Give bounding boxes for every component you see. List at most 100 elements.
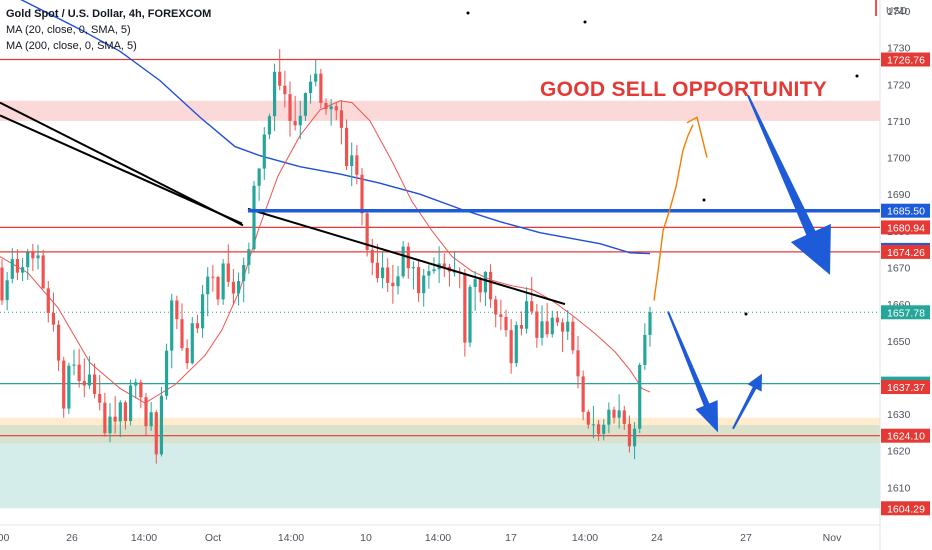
candle-body — [36, 255, 40, 259]
candle-body — [242, 264, 246, 282]
y-tick-label: 1720 — [887, 79, 911, 91]
marker-dot — [855, 74, 859, 78]
x-tick-label: 10 — [360, 532, 372, 544]
candle-body — [144, 397, 148, 427]
orange-arrowhead — [686, 116, 708, 158]
candle-body — [344, 127, 349, 166]
arrow-down-small — [667, 311, 718, 433]
candle-body — [416, 267, 421, 294]
candle-body — [288, 94, 292, 121]
candle-body — [324, 102, 328, 110]
candle-body — [334, 106, 338, 111]
zone-0 — [0, 100, 880, 121]
candle-body — [401, 246, 405, 277]
candle-body — [252, 185, 256, 250]
x-tick-label: Oct — [205, 532, 221, 544]
candle-body — [607, 409, 611, 425]
candle-body — [154, 412, 158, 455]
candle-body — [267, 116, 272, 135]
candle-body — [206, 276, 210, 295]
candle-body — [108, 416, 112, 434]
price-label-7: 1637.37 — [887, 382, 925, 394]
candle-body — [226, 263, 230, 282]
candle-body — [550, 317, 554, 335]
candle-body — [72, 364, 76, 366]
y-tick-label: 1730 — [887, 43, 911, 55]
candle-body — [216, 277, 220, 300]
price-label-bg-5 — [881, 305, 930, 320]
candle-body — [535, 311, 539, 338]
x-tick-label: Nov — [823, 532, 842, 544]
price-label-4: 1674.26 — [887, 247, 925, 259]
candle-body — [566, 321, 570, 332]
candle-body — [272, 71, 277, 117]
candle-body — [499, 314, 503, 317]
candle-body — [560, 322, 565, 332]
candle-body — [391, 282, 395, 287]
price-label-bg-7 — [881, 380, 930, 395]
x-tick-label: 17 — [505, 532, 517, 544]
candle-body — [555, 317, 560, 323]
price-label-8: 1624.10 — [887, 431, 925, 443]
candle-body — [247, 249, 251, 265]
price-label-bg-8 — [881, 428, 930, 443]
candle-body — [0, 267, 4, 301]
candle-body — [375, 262, 380, 279]
price-label-bg-0 — [881, 52, 930, 67]
candle-body — [41, 255, 45, 289]
price-label-1: 1685.50 — [887, 206, 925, 218]
candle-body — [103, 402, 107, 434]
candle-body — [56, 324, 61, 361]
y-tick-label: 1610 — [887, 482, 911, 494]
candle-body — [190, 323, 194, 364]
candle-body — [355, 155, 359, 175]
y-tick-label: 1630 — [887, 409, 911, 421]
candle-body — [15, 259, 20, 273]
price-label-5: 1657.78 — [887, 307, 925, 319]
candle-body — [627, 423, 632, 447]
candle-body — [612, 409, 616, 418]
candle-body — [571, 321, 575, 351]
candle-body — [319, 73, 323, 103]
candle-body — [519, 325, 524, 329]
candle-body — [360, 174, 364, 214]
candle-body — [427, 271, 431, 276]
candle-body — [185, 348, 189, 364]
candle-body — [576, 350, 580, 377]
y-tick-label: 1670 — [887, 262, 911, 274]
zone-1 — [0, 417, 880, 426]
candle-body — [586, 411, 590, 425]
candle-body — [380, 267, 385, 279]
candle-body — [77, 364, 81, 382]
candle-body — [211, 276, 215, 278]
ma20-line — [0, 100, 651, 404]
candle-body — [20, 267, 25, 273]
candle-body — [370, 249, 374, 263]
candle-body — [488, 271, 493, 300]
candle-body — [283, 85, 287, 95]
candle-body — [221, 263, 225, 300]
candle-body — [442, 263, 446, 267]
trendline-1 — [0, 114, 243, 225]
candle-body — [411, 267, 416, 269]
candle-body — [509, 330, 513, 364]
x-tick-label: 26 — [66, 532, 78, 544]
x-tick-label: 14:00 — [425, 532, 451, 544]
candle-body — [170, 300, 174, 351]
candle-body — [278, 71, 282, 86]
price-label-bg-1 — [881, 203, 930, 218]
price-label-bg-9 — [881, 501, 930, 516]
candle-body — [540, 321, 544, 338]
candle-body — [643, 334, 647, 365]
candle-body — [298, 115, 302, 126]
candle-body — [139, 382, 143, 398]
candle-body — [134, 382, 138, 386]
x-tick-label: 24 — [651, 532, 663, 544]
candle-body — [159, 395, 164, 455]
arrow-down-large — [747, 94, 831, 275]
candle-body — [118, 402, 122, 422]
candle-body — [432, 269, 436, 272]
candle-body — [463, 272, 467, 343]
candle-body — [46, 288, 50, 313]
